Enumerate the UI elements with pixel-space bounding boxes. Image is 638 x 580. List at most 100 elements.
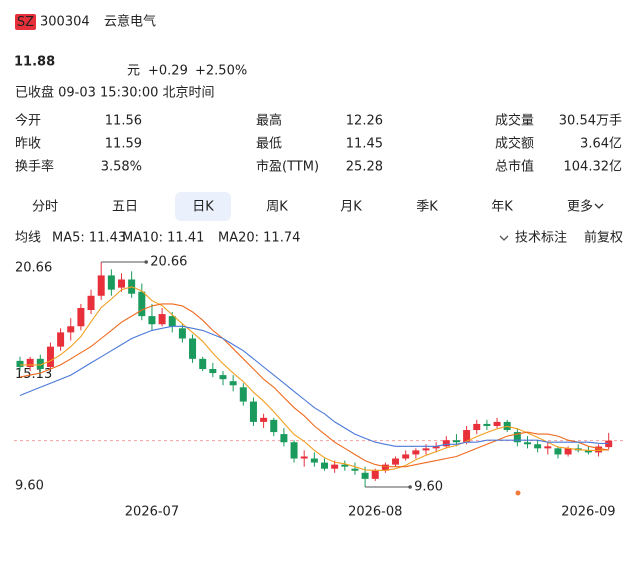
candle-body: [87, 295, 95, 311]
event-marker[interactable]: [515, 490, 521, 496]
ma-line: [19, 325, 609, 447]
tab[interactable]: 分时: [32, 200, 58, 215]
stat-label: 昨收: [15, 137, 41, 152]
candle-body: [402, 454, 410, 459]
stat-label: 换手率: [15, 159, 54, 175]
candle-body: [544, 446, 552, 449]
candle-body: [564, 448, 572, 455]
candle-body: [36, 358, 44, 370]
candle-body: [534, 444, 542, 449]
stat-value: 11.56: [105, 114, 142, 129]
candle-body: [138, 291, 146, 317]
y-tick-label: 9.60: [15, 479, 44, 494]
candle-body: [392, 458, 400, 465]
stat-label: 总市值: [495, 159, 534, 175]
annotation-label: 9.60: [414, 480, 443, 495]
candle-body: [432, 446, 440, 449]
candle-body: [452, 440, 460, 443]
candle-body: [239, 387, 247, 402]
change-pct: +2.50%: [195, 64, 247, 79]
stat-label: 最高: [256, 113, 282, 129]
stat-value: 12.26: [346, 114, 383, 129]
x-tick-label: 2026-09: [561, 505, 615, 520]
price: 11.88: [14, 55, 55, 70]
candle-body: [351, 468, 359, 471]
annotation-dot: [408, 485, 412, 489]
stock-code: 300304: [40, 15, 90, 30]
candle-body: [361, 472, 369, 479]
candle-body: [331, 464, 339, 469]
candle-body: [300, 456, 308, 459]
tool[interactable]: 技术标注: [515, 231, 567, 246]
stat-label: 成交量: [495, 113, 534, 129]
indicator-title: 均线: [15, 231, 41, 246]
candle-body: [290, 442, 298, 459]
candle-body: [16, 360, 24, 367]
candle-body: [422, 448, 430, 451]
x-tick-label: 2026-07: [125, 505, 179, 520]
ma-legend: MA5: 11.43: [52, 231, 126, 246]
candle-body: [584, 450, 592, 453]
candle-body: [554, 448, 562, 455]
candle-body: [371, 470, 379, 479]
candle-body: [229, 381, 237, 386]
candle-body: [524, 442, 531, 445]
tab[interactable]: 五日: [112, 200, 138, 215]
ma-line: [20, 286, 609, 471]
candle-body: [280, 434, 288, 443]
candle-body: [513, 432, 521, 443]
candle-body: [107, 275, 115, 290]
tab[interactable]: 年K: [491, 200, 513, 215]
annotation-label: 20.66: [150, 255, 187, 270]
tool-icon: [499, 235, 509, 241]
status: 已收盘 09-03 15:30:00 北京时间: [15, 85, 215, 101]
market: SZ: [17, 15, 34, 30]
stat-label: 今开: [15, 113, 41, 129]
x-tick-label: 2026-08: [348, 505, 402, 520]
selected-tab-bg: [175, 192, 231, 221]
candle-body: [493, 421, 501, 426]
tab[interactable]: 周K: [266, 200, 288, 215]
candle-body: [26, 358, 34, 367]
candle-body: [209, 369, 217, 374]
candle-body: [463, 430, 471, 443]
candle-body: [97, 275, 105, 296]
stat-label: 市盈(TTM): [256, 159, 319, 175]
candle-body: [341, 464, 349, 467]
candle-body: [189, 338, 197, 359]
candle-body: [46, 346, 54, 367]
candle-body: [473, 423, 481, 431]
y-tick-label: 20.66: [15, 261, 52, 276]
market-badge: [15, 14, 36, 30]
candle-body: [310, 458, 318, 463]
ma-legend: MA20: 11.74: [218, 231, 300, 246]
stat-value: 11.59: [105, 137, 142, 152]
candle-body: [605, 440, 613, 448]
stat-label: 最低: [256, 137, 282, 152]
tab[interactable]: 季K: [416, 200, 438, 215]
ma-line: [19, 303, 609, 468]
change: +0.29: [148, 64, 188, 79]
stat-value: 3.58%: [101, 160, 142, 175]
stat-value: 30.54万手: [559, 114, 622, 129]
candle-body: [321, 462, 328, 469]
annotation-dot: [144, 260, 148, 264]
candle-body: [158, 314, 166, 325]
candle-body: [77, 307, 85, 327]
stat-value: 25.28: [346, 160, 383, 175]
stat-value: 11.45: [346, 137, 383, 152]
candle-body: [148, 316, 156, 325]
tab[interactable]: 月K: [340, 200, 362, 215]
price-unit: 元: [127, 64, 140, 79]
candle-body: [249, 401, 257, 422]
stat-label: 成交额: [495, 136, 534, 152]
candle-body: [381, 464, 389, 471]
candle-body: [442, 440, 450, 447]
candle-body: [483, 423, 491, 426]
tab[interactable]: 更多: [567, 199, 593, 215]
stat-value: 3.64亿: [580, 137, 622, 152]
tool[interactable]: 前复权: [584, 230, 623, 246]
candle-body: [67, 326, 75, 333]
tab[interactable]: 日K: [192, 200, 214, 215]
